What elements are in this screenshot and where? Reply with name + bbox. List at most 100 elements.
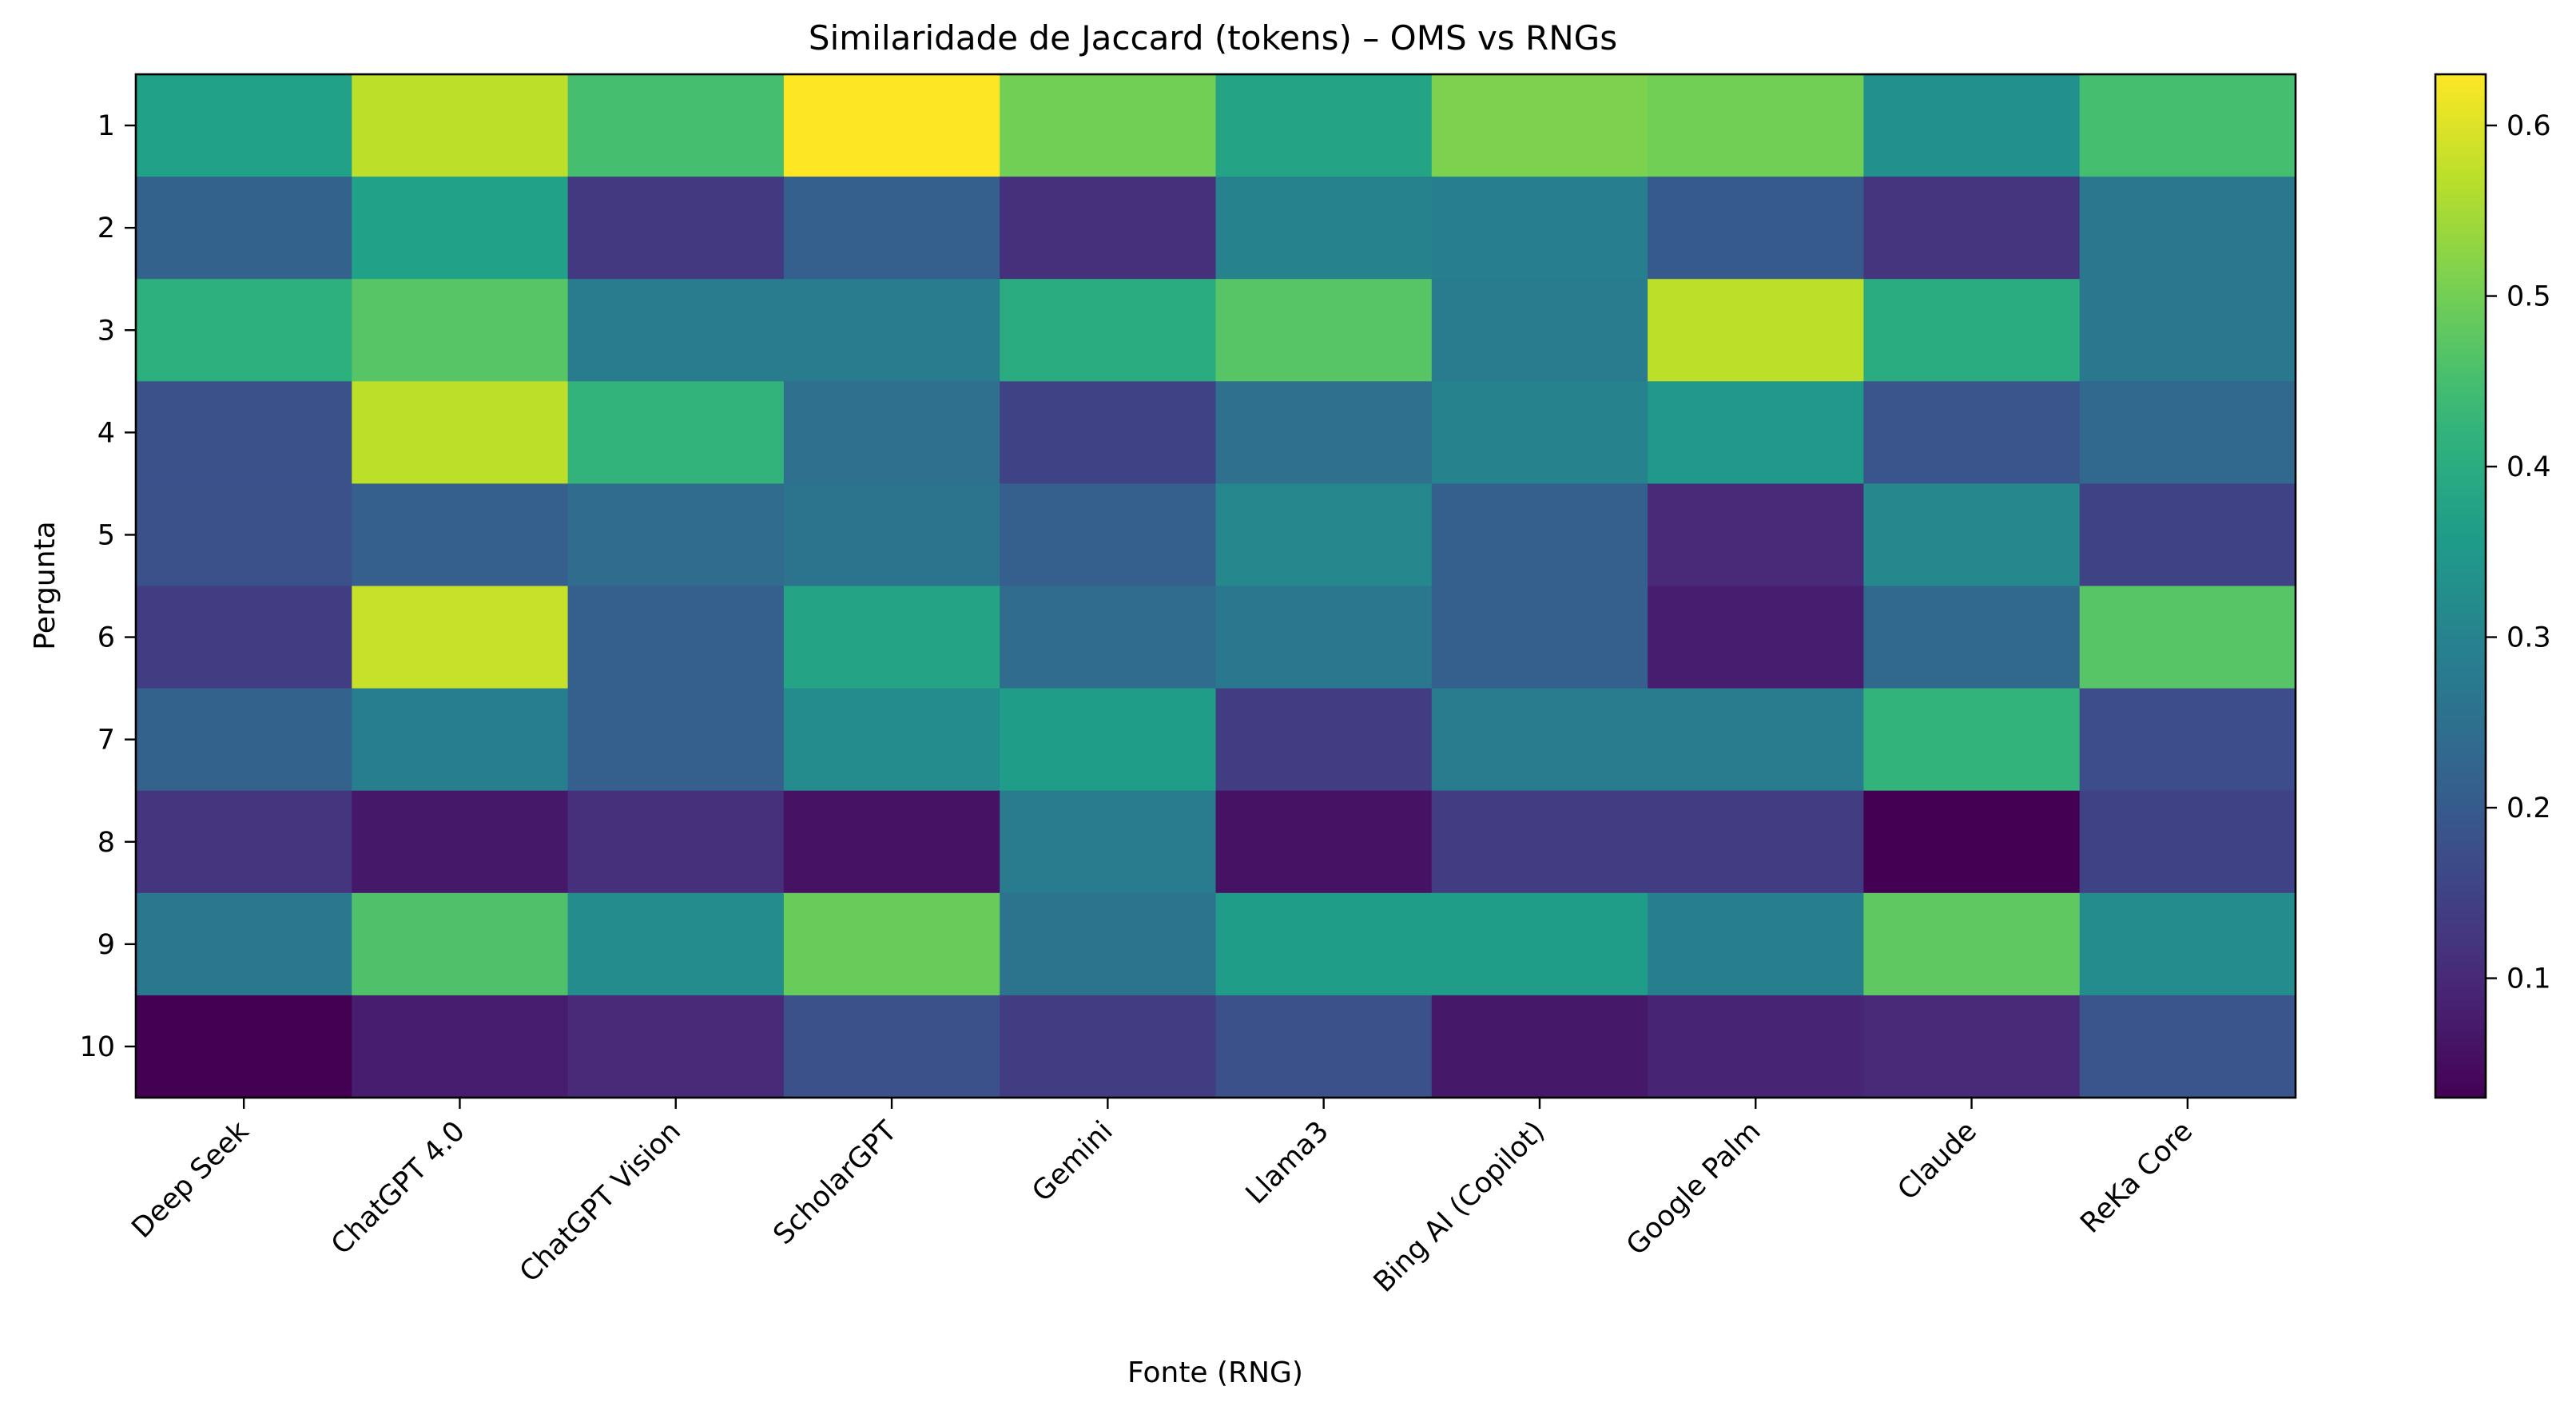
heatmap-cell [567,688,785,792]
heatmap-cell [1648,279,1864,382]
x-tick-label: Bing AI (Copilot) [1368,1115,1552,1299]
x-tick-label: Google Palm [1620,1115,1767,1261]
heatmap-cell [1000,74,1217,177]
heatmap-cell [783,892,1000,996]
x-tick-label: Gemini [1026,1115,1119,1208]
x-tick-label: Claude [1892,1115,1983,1206]
heatmap-cell [1648,892,1864,996]
y-tick-label: 4 [97,417,115,449]
heatmap-cell [2079,177,2296,280]
heatmap-cell [1648,483,1864,587]
x-tick-label: ReKa Core [2075,1115,2200,1240]
heatmap-cell [567,790,785,894]
heatmap-cell [1863,381,2081,484]
heatmap-cell [352,483,569,587]
heatmap-cell [1431,177,1648,280]
heatmap-cell [136,483,352,587]
x-axis-label: Fonte (RNG) [1127,1356,1303,1389]
heatmap-cell [1215,74,1433,177]
heatmap-cell [352,279,569,382]
heatmap-cell [567,279,785,382]
heatmap-cell [1648,381,1864,484]
colorbar-tick-label: 0.5 [2506,281,2551,313]
heatmap-cell [1648,586,1864,689]
heatmap-cell [1431,790,1648,894]
heatmap-cell [1648,177,1864,280]
heatmap-cell [567,177,785,280]
heatmap-cell [1431,381,1648,484]
heatmap-cell [783,381,1000,484]
heatmap-cell [136,74,352,177]
y-axis: 1 2 3 4 5 6 7 8 9 10 [79,110,136,1063]
heatmap-cell [567,892,785,996]
heatmap-cell [136,892,352,996]
heatmap-cell [2079,790,2296,894]
y-tick-label: 5 [97,519,115,551]
chart-title: Similaridade de Jaccard (tokens) – OMS v… [809,18,1617,58]
heatmap-cell [2079,586,2296,689]
heatmap-cell [567,483,785,587]
heatmap-cell [1863,790,2081,894]
x-tick-label: Llama3 [1240,1115,1335,1210]
heatmap-cell [2079,381,2296,484]
heatmap-cell [1863,74,2081,177]
colorbar-ticks: 0.1 0.2 0.3 0.4 0.5 0.6 [2486,110,2551,995]
heatmap-cell [1000,995,1217,1098]
y-tick-label: 7 [97,725,115,757]
heatmap-cell [2079,688,2296,792]
heatmap-cell [1863,995,2081,1098]
heatmap-cell [1215,790,1433,894]
heatmap-cell [1648,995,1864,1098]
heatmap-cell [1000,483,1217,587]
heatmap-cell [136,995,352,1098]
heatmap-cell [1431,892,1648,996]
plot-frame [134,73,2297,1099]
heatmap-cell [567,381,785,484]
heatmap-cell [1863,177,2081,280]
heatmap-cell [783,790,1000,894]
y-tick-label: 9 [97,929,115,961]
heatmap-cell [352,688,569,792]
heatmap-cell [1431,586,1648,689]
heatmap-cell [1215,995,1433,1098]
heatmap-cell [783,177,1000,280]
heatmap-cell [1215,381,1433,484]
heatmap-cell [2079,995,2296,1098]
heatmap-cell [1648,688,1864,792]
colorbar-tick-label: 0.2 [2506,792,2551,824]
colorbar-tick-label: 0.4 [2506,451,2551,483]
heatmap-cell [2079,483,2296,587]
heatmap-cell [1000,892,1217,996]
heatmap-cell [352,177,569,280]
heatmap-cell [1431,688,1648,792]
y-tick-label: 8 [97,827,115,859]
heatmap-cell [352,381,569,484]
heatmap-cell [783,688,1000,792]
y-tick-label: 6 [97,622,115,654]
heatmap-cell [783,995,1000,1098]
heatmap-cells [136,74,2296,1098]
heatmap-cell [136,586,352,689]
heatmap-cell [1431,279,1648,382]
heatmap-cell [1000,177,1217,280]
heatmap-cell [1000,790,1217,894]
colorbar-tick-label: 0.6 [2506,110,2551,142]
y-tick-label: 10 [79,1031,115,1063]
y-tick-label: 2 [97,212,115,244]
heatmap-cell [2079,279,2296,382]
heatmap-cell [1000,586,1217,689]
heatmap-cell [567,586,785,689]
heatmap-cell [1000,688,1217,792]
heatmap-cell [2079,892,2296,996]
heatmap-cell [1215,177,1433,280]
heatmap-cell [2079,74,2296,177]
colorbar-tick-label: 0.3 [2506,622,2551,654]
heatmap-cell [136,790,352,894]
heatmap-cell [1863,279,2081,382]
x-tick-label: ChatGPT Vision [514,1115,687,1289]
heatmap-cell [136,177,352,280]
heatmap-cell [1648,74,1864,177]
heatmap-cell [352,586,569,689]
x-tick-label: ChatGPT 4.0 [325,1115,471,1261]
heatmap-cell [1431,74,1648,177]
